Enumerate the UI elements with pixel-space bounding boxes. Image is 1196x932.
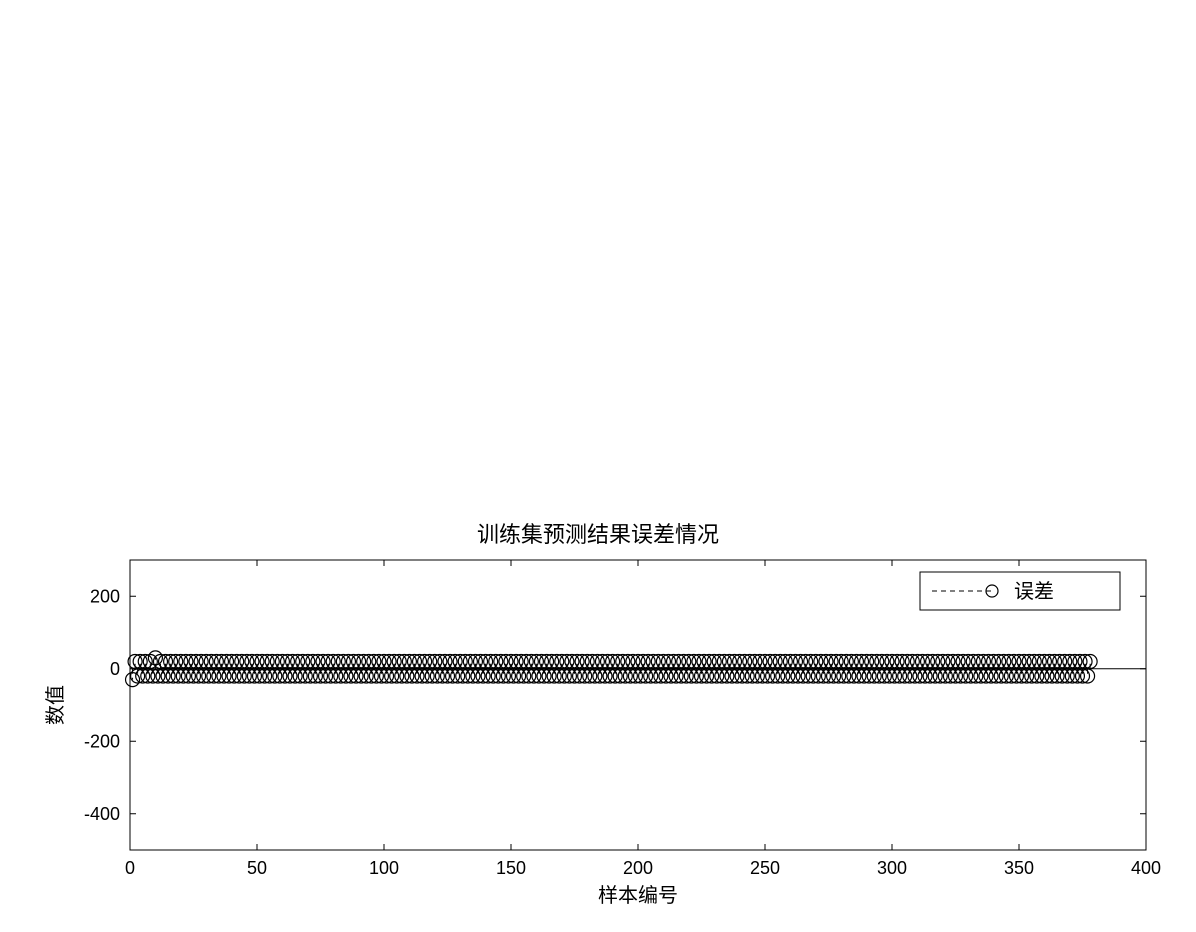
svg-text:200: 200: [90, 586, 120, 606]
svg-text:误差: 误差: [1014, 580, 1054, 603]
figure-container: 训练集预测结果对比(WOA-BP) RMSE=0.98579 050100150…: [0, 0, 1196, 932]
svg-text:150: 150: [496, 858, 526, 878]
svg-text:50: 50: [247, 858, 267, 878]
bottom-legend: 误差: [920, 572, 1120, 610]
bottom-title: 训练集预测结果误差情况: [477, 522, 719, 547]
bottom-xlabel: 样本编号: [598, 884, 678, 907]
bottom-chart: 训练集预测结果误差情况 0 50 100 150 200 250 300 350 400 -40…: [0, 0, 1196, 932]
svg-text:250: 250: [750, 858, 780, 878]
bottom-xticks: 0 50 100 150 200 250 300 350 400: [125, 560, 1161, 878]
bottom-plot-box: [130, 560, 1146, 850]
svg-text:-400: -400: [84, 804, 120, 824]
series-error-markers: [126, 651, 1098, 687]
svg-text:350: 350: [1004, 858, 1034, 878]
svg-text:0: 0: [125, 858, 135, 878]
svg-text:100: 100: [369, 858, 399, 878]
svg-text:300: 300: [877, 858, 907, 878]
svg-text:-200: -200: [84, 731, 120, 751]
svg-text:400: 400: [1131, 858, 1161, 878]
svg-text:200: 200: [623, 858, 653, 878]
bottom-yticks: -400 -200 0 200: [84, 586, 1146, 824]
bottom-ylabel: 数值: [44, 685, 67, 725]
svg-text:0: 0: [110, 659, 120, 679]
